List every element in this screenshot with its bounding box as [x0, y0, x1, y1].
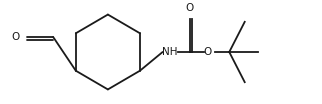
Text: O: O [186, 3, 194, 13]
Text: O: O [11, 32, 20, 42]
Text: NH: NH [162, 47, 177, 57]
Text: O: O [204, 47, 212, 57]
